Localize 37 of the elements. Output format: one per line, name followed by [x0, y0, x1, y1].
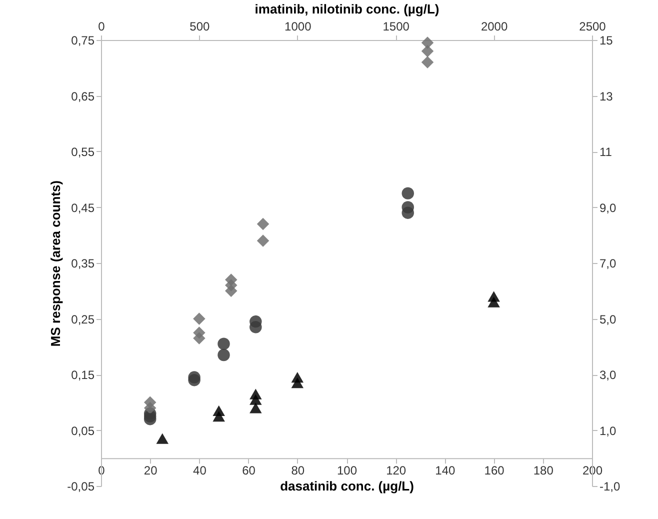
- y2-tick-label: 13: [600, 89, 614, 104]
- y2-tick-label: -1,0: [600, 480, 621, 494]
- x2-tick-label: 0: [98, 20, 106, 34]
- y-tick-label: -0,05: [67, 480, 95, 494]
- y-tick-label: 0,25: [71, 312, 95, 326]
- x-tick-label: 180: [533, 464, 554, 478]
- x-tick-label: 200: [582, 464, 603, 478]
- y-tick-label: 0,45: [71, 200, 95, 215]
- x-tick-label: 20: [144, 464, 158, 478]
- y-axis-title: MS response (area counts): [48, 180, 64, 347]
- x2-tick-label: 2500: [579, 20, 606, 34]
- x2-tick-label: 1500: [382, 20, 410, 34]
- x-tick-label: 100: [336, 464, 358, 478]
- y2-tick-label: 1,0: [600, 424, 617, 438]
- y2-tick-label: 15: [600, 34, 614, 48]
- x-tick-label: 140: [435, 464, 456, 478]
- x-axis-title: dasatinib conc. (µg/L): [280, 478, 414, 494]
- y-tick-label: 0,15: [71, 368, 95, 382]
- x-tick-label: 80: [291, 464, 305, 478]
- y-tick-label: 0,65: [71, 89, 95, 104]
- y2-tick-label: 9,0: [600, 200, 617, 215]
- y2-tick-label: 3,0: [600, 368, 617, 382]
- y-tick-label: 0,75: [71, 34, 95, 48]
- x-tick-label: 160: [484, 464, 505, 478]
- y-tick-label: 0,55: [71, 145, 95, 159]
- y-tick-label: 0,35: [71, 256, 95, 270]
- x-tick-label: 120: [386, 464, 406, 478]
- x2-tick-label: 1000: [284, 20, 312, 34]
- x-tick-label: 60: [242, 464, 256, 478]
- y2-tick-label: 11: [600, 145, 612, 159]
- x2-axis-title: imatinib, nilotinib conc. (µg/L): [254, 2, 440, 16]
- y2-tick-label: 7,0: [600, 256, 617, 270]
- x2-tick-label: 2000: [480, 20, 508, 34]
- x-tick-label: 40: [193, 464, 207, 478]
- x2-tick-label: 500: [190, 20, 210, 34]
- y2-tick-label: 5,0: [600, 312, 617, 326]
- y-tick-label: 0,05: [71, 424, 95, 438]
